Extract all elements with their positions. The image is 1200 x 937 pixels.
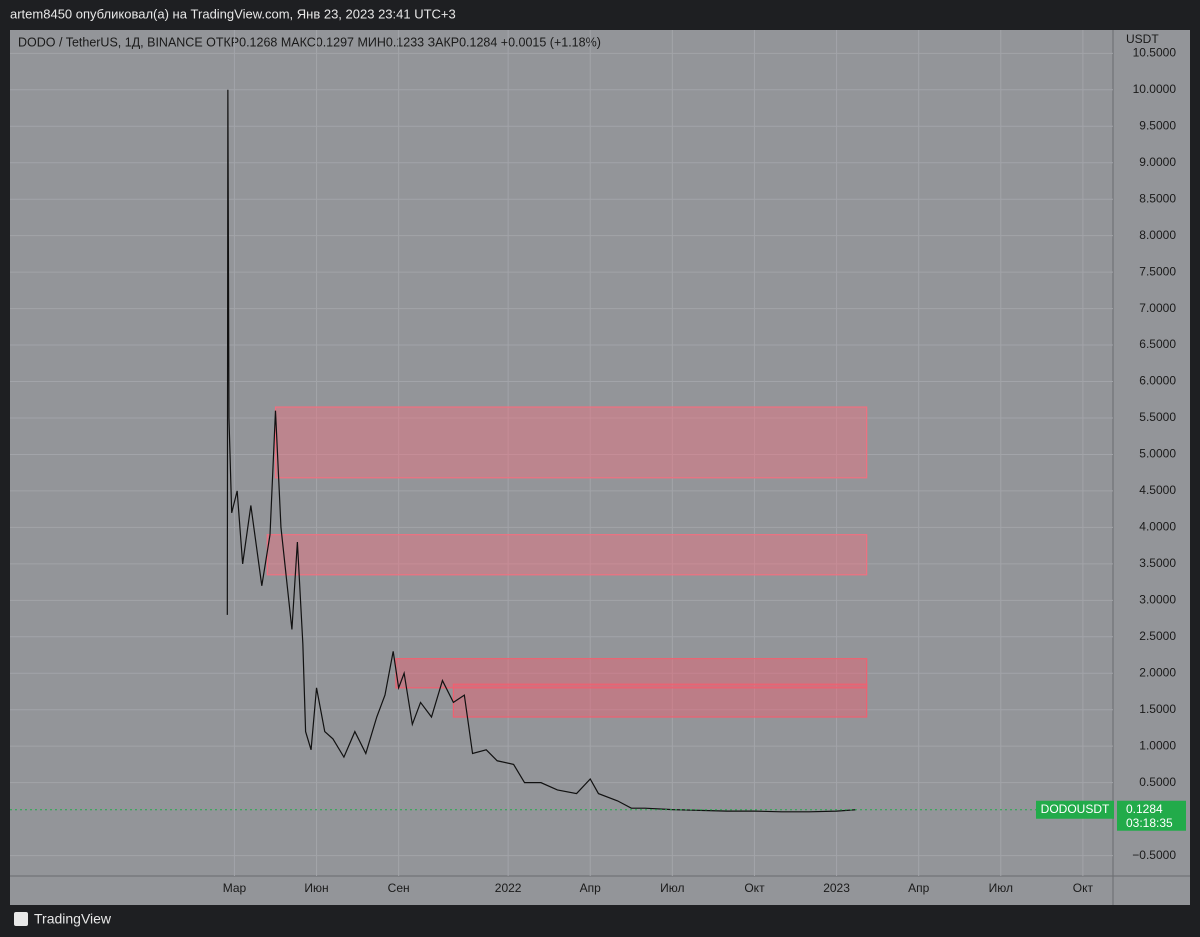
price-tag — [1036, 800, 1114, 819]
header-text: artem8450 опубликовал(а) на TradingView.… — [10, 6, 456, 21]
y-tick-label: 2.5000 — [1139, 629, 1176, 643]
y-tick-label: 5.0000 — [1139, 447, 1176, 461]
x-tick-label: Июл — [660, 881, 684, 895]
zone — [266, 534, 868, 576]
zone — [395, 658, 868, 689]
price-tag — [1117, 800, 1186, 831]
x-tick-label: Окт — [1073, 881, 1094, 895]
chart-area — [10, 30, 1190, 905]
y-tick-label: 4.0000 — [1139, 520, 1176, 534]
y-tick-label: 9.5000 — [1139, 118, 1176, 132]
x-tick-label: 2022 — [495, 881, 522, 895]
y-tick-label: 6.5000 — [1139, 337, 1176, 351]
symbol-label: DODOUSDT — [1041, 802, 1110, 816]
zone — [274, 406, 868, 479]
y-tick-label: 5.5000 — [1139, 410, 1176, 424]
x-tick-label: 2023 — [823, 881, 850, 895]
y-tick-label: 9.0000 — [1139, 155, 1176, 169]
y-tick-label: 4.5000 — [1139, 483, 1176, 497]
x-tick-label: Июн — [304, 881, 328, 895]
footer-logo — [14, 912, 28, 926]
x-tick-label: Июл — [989, 881, 1013, 895]
y-tick-label: 1.0000 — [1139, 738, 1176, 752]
y-tick-label: 10.0000 — [1133, 82, 1177, 96]
x-tick-label: Окт — [744, 881, 765, 895]
y-tick-label: 8.0000 — [1139, 228, 1176, 242]
last-price-label: 0.1284 — [1126, 802, 1163, 816]
y-tick-label: 2.0000 — [1139, 665, 1176, 679]
y-tick-label: 10.5000 — [1133, 46, 1177, 60]
y-tick-label: 3.0000 — [1139, 592, 1176, 606]
y-tick-label: 7.0000 — [1139, 301, 1176, 315]
y-tick-label: 0.5000 — [1139, 775, 1176, 789]
y-tick-label: 7.5000 — [1139, 264, 1176, 278]
y-tick-label: 8.5000 — [1139, 191, 1176, 205]
countdown-label: 03:18:35 — [1126, 816, 1173, 830]
y-tick-label: −0.5000 — [1132, 848, 1176, 862]
x-tick-label: Апр — [580, 881, 602, 895]
y-tick-label: 3.5000 — [1139, 556, 1176, 570]
x-tick-label: Мар — [223, 881, 247, 895]
y-tick-label: 6.0000 — [1139, 374, 1176, 388]
price-line — [226, 89, 856, 813]
y-tick-label: 1.5000 — [1139, 702, 1176, 716]
x-tick-label: Апр — [908, 881, 930, 895]
footer-brand: TradingView — [34, 911, 112, 927]
y-axis-label: USDT — [1126, 32, 1159, 46]
chart-title: DODO / TetherUS, 1Д, BINANCE ОТКР0.1268 … — [18, 35, 601, 49]
x-tick-label: Сен — [388, 881, 410, 895]
zone — [452, 683, 868, 718]
